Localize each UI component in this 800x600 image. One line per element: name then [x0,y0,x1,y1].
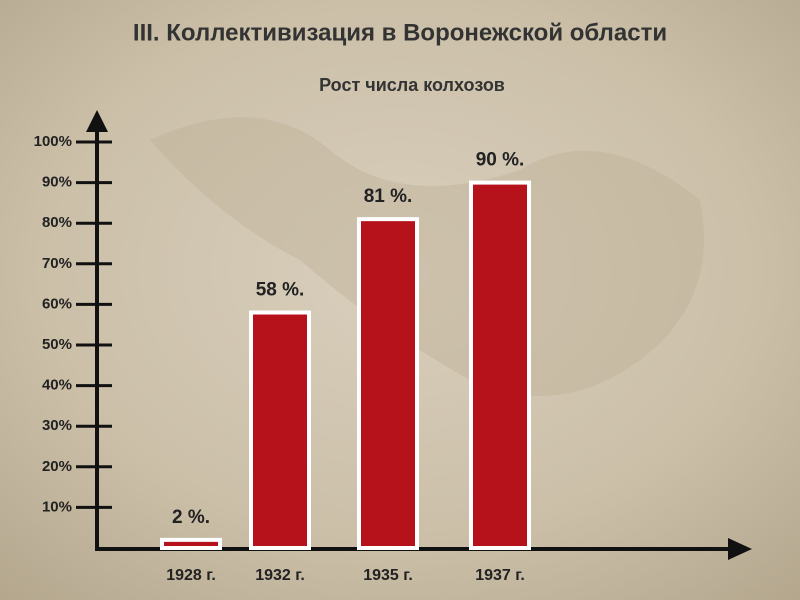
y-tick-label: 100% [34,133,72,150]
x-axis-arrow [728,538,752,560]
y-tick-label: 40% [42,377,72,394]
value-label: 81 %. [364,186,413,207]
y-tick-label: 70% [42,255,72,272]
y-tick-label: 90% [42,174,72,191]
chart-title: III. Коллективизация в Воронежской облас… [133,19,667,46]
bar [160,537,222,551]
y-tick-label: 60% [42,295,72,312]
x-tick-label: 1937 г. [475,567,525,584]
background-texture [150,117,704,396]
x-tick-label: 1932 г. [255,567,305,584]
value-label: 90 %. [476,150,525,171]
y-axis-arrow [86,110,108,132]
y-tick-label: 80% [42,214,72,231]
bar [249,310,311,550]
y-tick-label: 30% [42,417,72,434]
chart-subtitle: Рост числа колхозов [319,75,505,95]
bar [357,217,419,550]
y-tick-label: 10% [42,498,72,515]
value-label: 58 %. [256,280,305,301]
bar [469,180,531,550]
y-tick-label: 50% [42,336,72,353]
x-tick-label: 1928 г. [166,567,216,584]
value-label: 2 %. [172,507,210,528]
y-tick-label: 20% [42,458,72,475]
x-tick-label: 1935 г. [363,567,413,584]
